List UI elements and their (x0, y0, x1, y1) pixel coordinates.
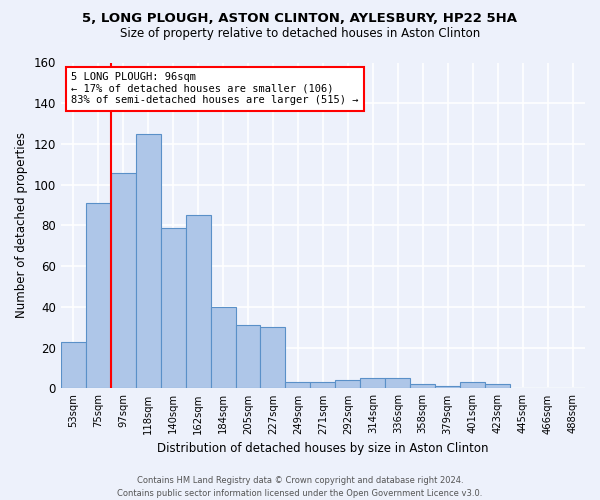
Bar (86, 203, 111, 388)
Bar (335, 380, 361, 388)
Bar (435, 386, 460, 388)
Text: 5, LONG PLOUGH, ASTON CLINTON, AYLESBURY, HP22 5HA: 5, LONG PLOUGH, ASTON CLINTON, AYLESBURY… (83, 12, 517, 26)
Bar (211, 307, 236, 388)
Text: Size of property relative to detached houses in Aston Clinton: Size of property relative to detached ho… (120, 28, 480, 40)
Bar (410, 384, 435, 388)
Bar (485, 384, 510, 388)
Text: Contains HM Land Registry data © Crown copyright and database right 2024.
Contai: Contains HM Land Registry data © Crown c… (118, 476, 482, 498)
Bar (385, 378, 410, 388)
Bar (460, 382, 485, 388)
Bar (361, 378, 385, 388)
Bar (185, 216, 211, 388)
Bar (111, 172, 136, 388)
Bar (161, 228, 185, 388)
Bar (310, 382, 335, 388)
Bar (286, 382, 310, 388)
Bar (136, 134, 161, 388)
Bar (260, 328, 286, 388)
Bar (61, 342, 86, 388)
Text: 5 LONG PLOUGH: 96sqm
← 17% of detached houses are smaller (106)
83% of semi-deta: 5 LONG PLOUGH: 96sqm ← 17% of detached h… (71, 72, 359, 106)
Y-axis label: Number of detached properties: Number of detached properties (15, 132, 28, 318)
X-axis label: Distribution of detached houses by size in Aston Clinton: Distribution of detached houses by size … (157, 442, 488, 455)
Bar (236, 326, 260, 388)
